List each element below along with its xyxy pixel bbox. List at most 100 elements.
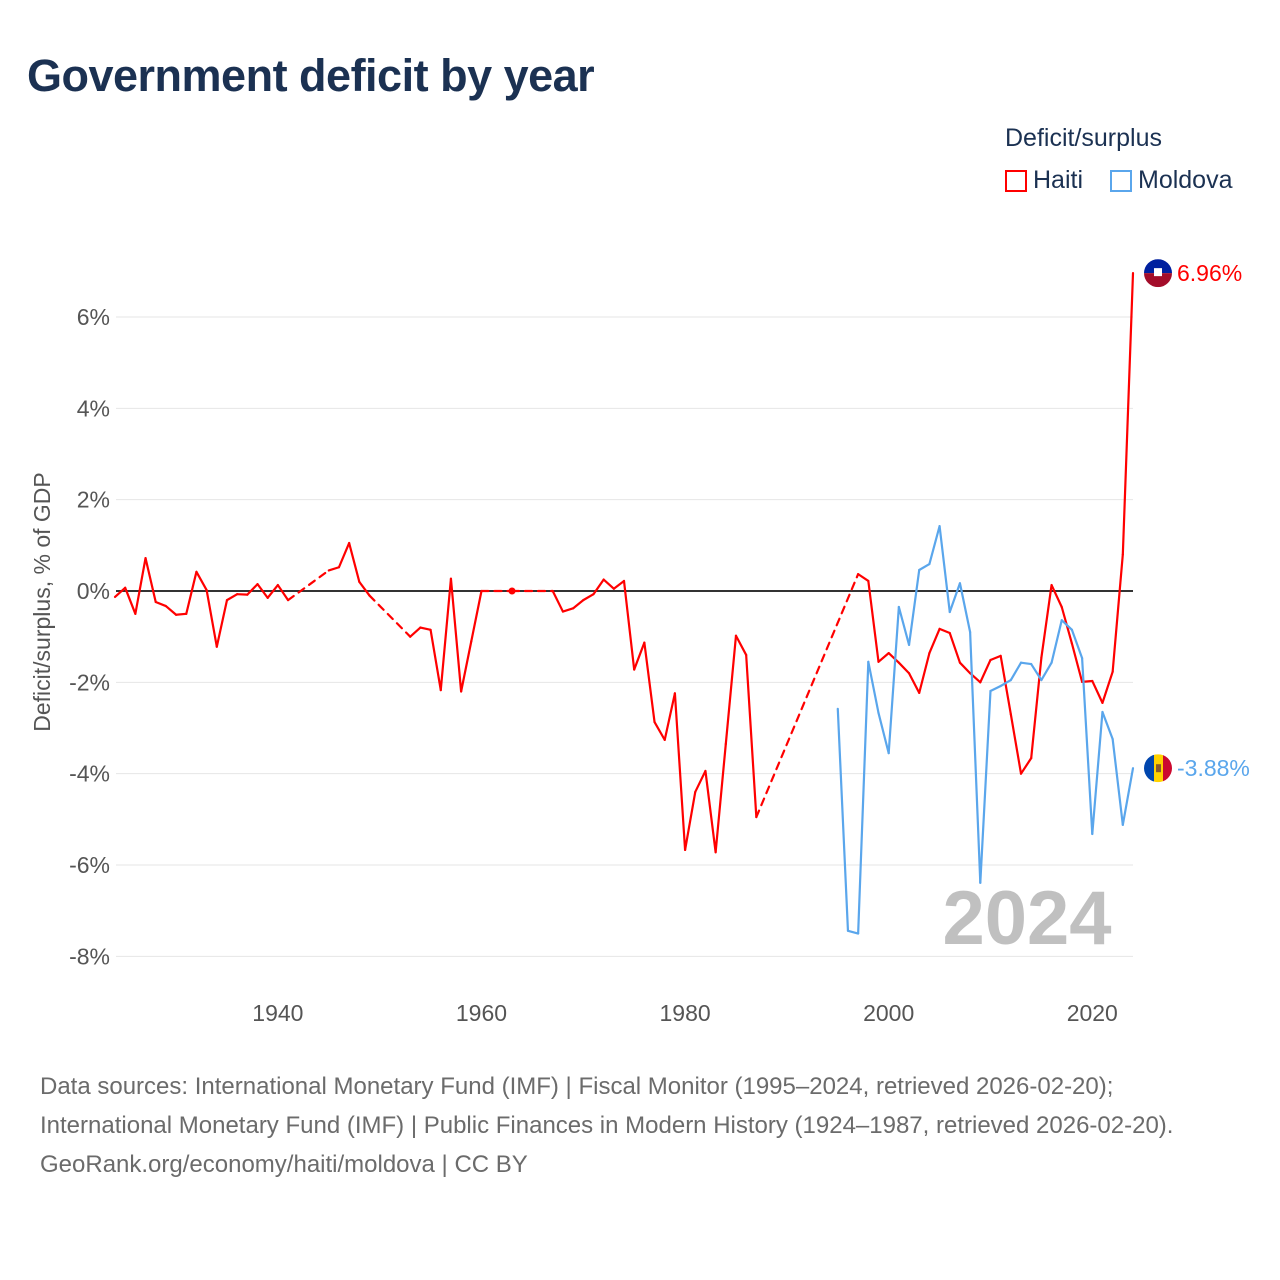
haiti-line-segment bbox=[1019, 757, 1033, 775]
haiti-line-segment bbox=[246, 583, 259, 596]
haiti-line-segment bbox=[989, 654, 1002, 662]
haiti-line-segment bbox=[348, 541, 361, 583]
moldova-line-segment bbox=[1070, 628, 1084, 660]
haiti-line-segment bbox=[195, 570, 208, 592]
haiti-line-segment bbox=[653, 720, 666, 741]
x-tick-label: 2020 bbox=[1067, 1000, 1118, 1026]
haiti-line-segment bbox=[470, 589, 483, 643]
haiti-line-segment bbox=[1070, 642, 1084, 683]
haiti-line-segment bbox=[1009, 713, 1023, 775]
legend-label-haiti: Haiti bbox=[1033, 166, 1084, 194]
haiti-line-segment bbox=[215, 599, 229, 648]
haiti-line-segment bbox=[225, 593, 239, 602]
haiti-line-segment bbox=[1091, 679, 1104, 704]
year-watermark: 2024 bbox=[942, 876, 1111, 961]
haiti-line-segment bbox=[1111, 553, 1124, 673]
haiti-line-segment bbox=[164, 604, 178, 616]
haiti-line-segment bbox=[592, 578, 605, 596]
haiti-line-segment bbox=[439, 577, 453, 692]
haiti-line-segment bbox=[266, 583, 279, 599]
haiti-line-segment bbox=[205, 588, 218, 648]
haiti-data-point bbox=[508, 587, 516, 595]
haiti-line-segment bbox=[877, 652, 890, 663]
flag-emblem bbox=[1156, 764, 1161, 773]
moldova-line-segment bbox=[1121, 767, 1135, 826]
flag-stripe bbox=[1144, 273, 1172, 288]
y-tick-label: 6% bbox=[77, 304, 110, 330]
legend-item-haiti[interactable]: Haiti bbox=[1005, 166, 1083, 195]
moldova-line-segment bbox=[918, 562, 931, 572]
haiti-line-segment bbox=[337, 541, 351, 569]
moldova-line-segment bbox=[836, 707, 850, 932]
moldova-line-segment bbox=[887, 605, 900, 755]
credit-link[interactable]: GeoRank.org/economy/haiti/moldova | CC B… bbox=[40, 1151, 528, 1178]
moldova-line-segment bbox=[857, 660, 870, 935]
data-sources: Data sources: International Monetary Fun… bbox=[40, 1073, 1174, 1139]
haiti-line-segment bbox=[561, 607, 575, 613]
haiti-line-segment bbox=[368, 594, 412, 638]
haiti-line-segment bbox=[571, 599, 585, 610]
haiti-line-segment bbox=[887, 652, 900, 664]
flag-stripe bbox=[1163, 754, 1172, 783]
moldova-line-segment bbox=[846, 929, 860, 935]
haiti-line-segment bbox=[683, 790, 697, 852]
y-axis-label: Deficit/surplus, % of GDP bbox=[29, 472, 55, 731]
haiti-line-segment bbox=[755, 573, 860, 819]
haiti-line-segment bbox=[948, 631, 962, 664]
haiti-line-segment bbox=[551, 589, 565, 613]
haiti-line-segment bbox=[429, 628, 442, 692]
moldova-line-segment bbox=[1040, 661, 1053, 682]
haiti-line-segment bbox=[928, 627, 941, 655]
haiti-line-segment bbox=[1050, 583, 1063, 609]
haiti-line-segment bbox=[174, 612, 188, 616]
moldova-line-segment bbox=[1111, 737, 1124, 826]
moldova-line-segment bbox=[1060, 619, 1074, 631]
haiti-line-segment bbox=[1101, 670, 1114, 704]
y-tick-label: 0% bbox=[77, 578, 110, 604]
haiti-line-segment bbox=[643, 641, 656, 724]
moldova-line-segment bbox=[948, 582, 962, 614]
moldova-line-segment bbox=[1030, 662, 1043, 682]
haiti-line-segment bbox=[460, 640, 473, 693]
haiti-line-segment bbox=[419, 626, 432, 631]
haiti-line-segment bbox=[602, 578, 615, 590]
moldova-line-segment bbox=[969, 631, 982, 884]
y-tick-label: 4% bbox=[77, 395, 110, 421]
haiti-line-segment bbox=[694, 769, 707, 794]
moldova-flag-icon bbox=[1144, 754, 1172, 783]
haiti-line-segment bbox=[938, 627, 951, 635]
haiti-line-segment bbox=[409, 626, 422, 638]
y-tick-label: -6% bbox=[69, 852, 110, 878]
haiti-line-segment bbox=[857, 573, 870, 583]
haiti-line-segment bbox=[1030, 656, 1043, 760]
x-tick-label: 1940 bbox=[252, 1000, 303, 1026]
haiti-line-segment bbox=[276, 583, 290, 602]
haiti-line-segment bbox=[918, 652, 931, 694]
haiti-line-segment bbox=[958, 661, 972, 675]
y-tick-label: -8% bbox=[69, 943, 110, 969]
haiti-line-segment bbox=[134, 557, 147, 615]
legend-swatch-haiti bbox=[1005, 169, 1027, 192]
legend-title: Deficit/surplus bbox=[1005, 124, 1162, 152]
legend-label-moldova: Moldova bbox=[1138, 166, 1233, 194]
flag-stripe bbox=[1144, 754, 1154, 783]
x-tick-label: 2000 bbox=[863, 1000, 914, 1026]
moldova-line-segment bbox=[1019, 661, 1033, 666]
haiti-line-segment bbox=[327, 566, 341, 572]
haiti-line-segment bbox=[358, 580, 371, 597]
haiti-line-segment bbox=[897, 661, 911, 675]
haiti-line-segment bbox=[612, 579, 626, 590]
x-tick-label: 1980 bbox=[659, 1000, 710, 1026]
haiti-line-segment bbox=[286, 569, 330, 602]
moldova-line-segment bbox=[928, 525, 941, 566]
flag-emblem bbox=[1154, 268, 1162, 277]
moldova-line-segment bbox=[867, 660, 880, 715]
footer: Data sources: International Monetary Fun… bbox=[40, 1067, 1240, 1184]
moldova-line-segment bbox=[958, 582, 972, 634]
haiti-line-segment bbox=[144, 557, 157, 604]
haiti-line-segment bbox=[907, 672, 921, 694]
moldova-line-segment bbox=[1091, 710, 1104, 836]
legend-item-moldova[interactable]: Moldova bbox=[1110, 166, 1233, 195]
moldova-line-segment bbox=[877, 711, 890, 755]
moldova-line-segment bbox=[1050, 619, 1063, 664]
